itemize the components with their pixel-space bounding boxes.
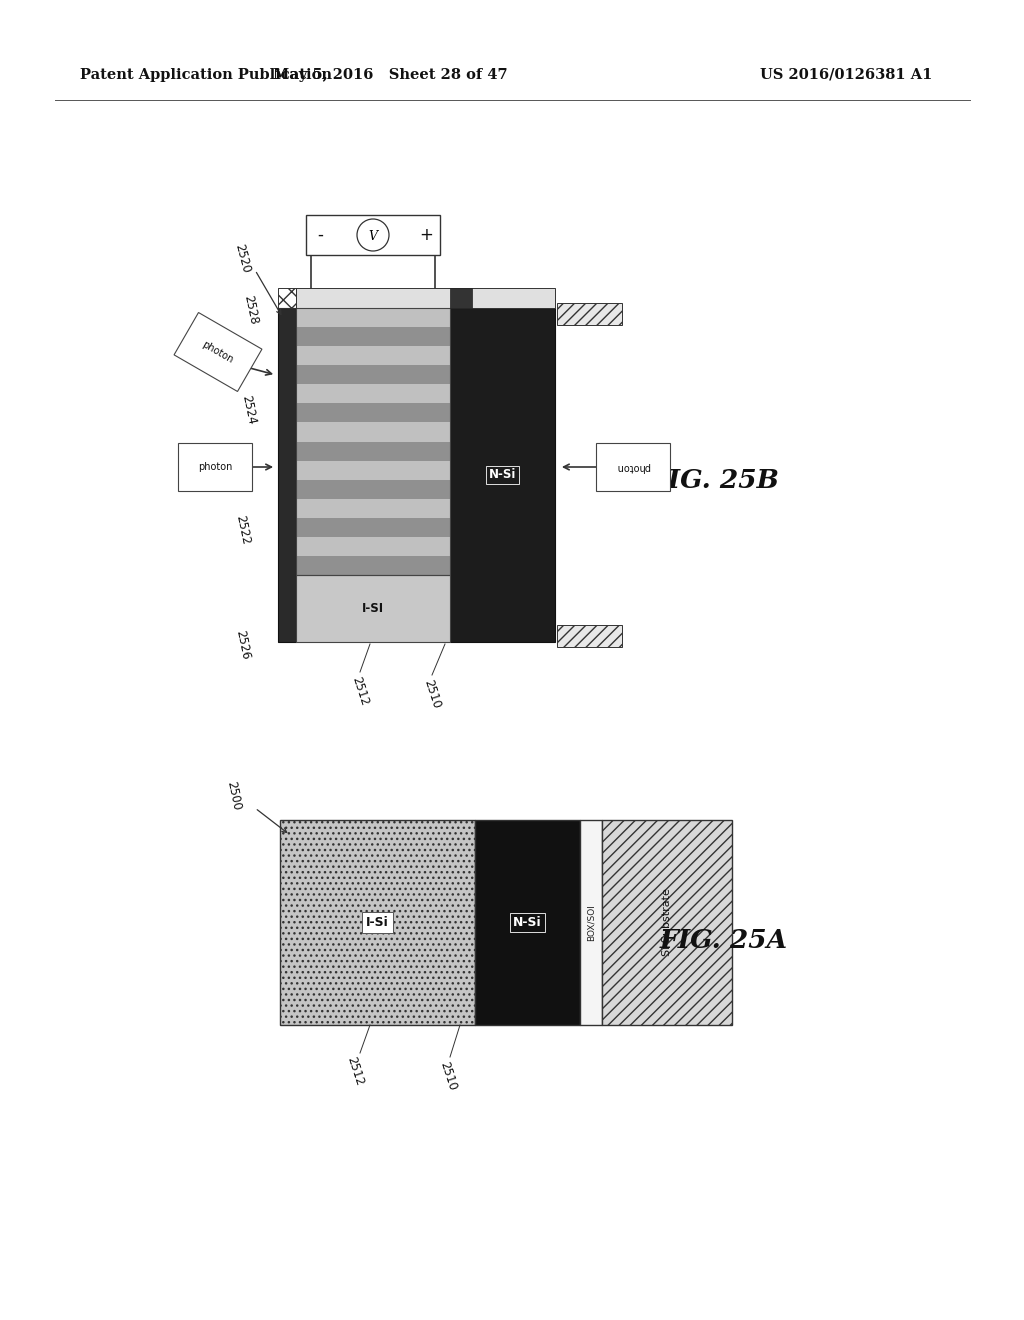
- Text: N-Si: N-Si: [513, 916, 542, 929]
- Text: I-Si: I-Si: [367, 916, 389, 929]
- Bar: [296, 517, 450, 537]
- Text: 2520: 2520: [231, 242, 252, 275]
- Bar: [557, 624, 622, 647]
- Bar: [580, 820, 602, 1026]
- Text: -: -: [317, 226, 323, 244]
- Text: 2510: 2510: [421, 678, 442, 710]
- Bar: [296, 308, 450, 327]
- Text: V: V: [369, 230, 378, 243]
- Bar: [296, 327, 450, 346]
- Bar: [475, 820, 580, 1026]
- Text: 2500: 2500: [224, 780, 243, 812]
- Text: 2512: 2512: [344, 1055, 366, 1088]
- Text: photon: photon: [198, 462, 232, 473]
- Bar: [296, 556, 450, 576]
- Text: BOX/SOI: BOX/SOI: [587, 904, 596, 941]
- Text: I-SI: I-SI: [361, 602, 384, 615]
- Text: 2528: 2528: [241, 294, 260, 326]
- Bar: [296, 441, 450, 461]
- Text: 2524: 2524: [239, 395, 258, 426]
- Bar: [296, 404, 450, 422]
- Bar: [602, 820, 732, 1026]
- Bar: [296, 422, 450, 441]
- Text: US 2016/0126381 A1: US 2016/0126381 A1: [760, 69, 933, 82]
- Bar: [450, 288, 472, 308]
- Bar: [296, 288, 555, 308]
- Text: photon: photon: [201, 339, 236, 364]
- Text: FIG. 25A: FIG. 25A: [660, 928, 788, 953]
- Bar: [557, 304, 622, 325]
- Bar: [296, 366, 450, 384]
- Bar: [306, 215, 440, 255]
- Bar: [296, 537, 450, 556]
- Bar: [450, 308, 555, 642]
- Text: 2512: 2512: [349, 675, 371, 708]
- Bar: [278, 288, 296, 308]
- Bar: [296, 461, 450, 479]
- Text: photon: photon: [615, 462, 650, 473]
- Text: FIG. 25B: FIG. 25B: [650, 467, 780, 492]
- Bar: [296, 384, 450, 404]
- Text: +: +: [419, 226, 433, 244]
- Bar: [296, 479, 450, 499]
- Bar: [296, 499, 450, 517]
- Bar: [280, 820, 475, 1026]
- Text: 2526: 2526: [233, 630, 252, 661]
- Circle shape: [357, 219, 389, 251]
- Text: Si Substrate: Si Substrate: [662, 888, 672, 957]
- Text: Patent Application Publication: Patent Application Publication: [80, 69, 332, 82]
- Bar: [296, 308, 450, 576]
- Text: May 5, 2016   Sheet 28 of 47: May 5, 2016 Sheet 28 of 47: [272, 69, 507, 82]
- Text: 2522: 2522: [233, 513, 252, 546]
- Bar: [296, 576, 450, 642]
- Bar: [278, 308, 296, 642]
- Text: 2510: 2510: [437, 1060, 459, 1093]
- Bar: [296, 346, 450, 366]
- Text: N-Si: N-Si: [488, 469, 516, 482]
